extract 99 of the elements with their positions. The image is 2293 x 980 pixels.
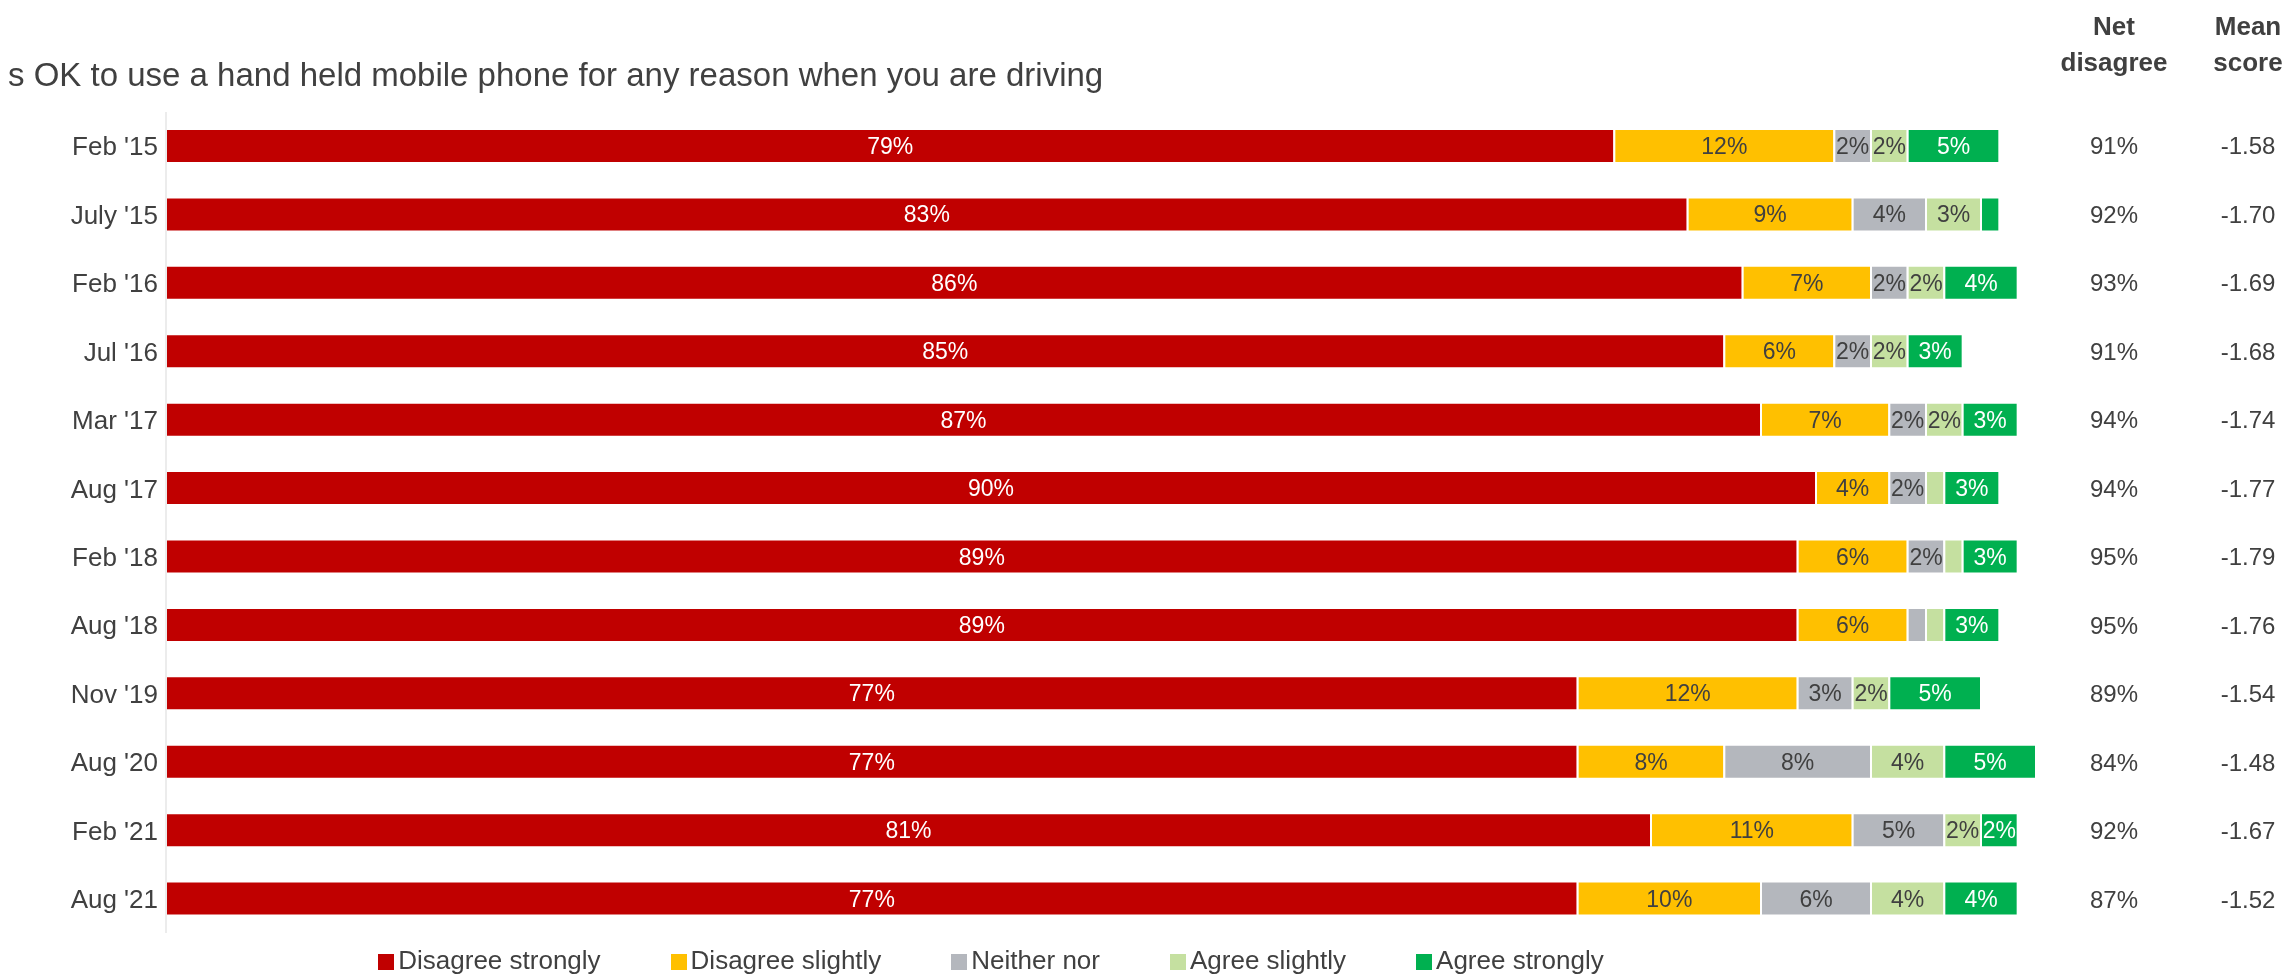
data-label: 12% xyxy=(1701,133,1748,159)
legend-label: Disagree slightly xyxy=(690,945,882,975)
data-label: 4% xyxy=(1836,475,1870,502)
text: -1.52 xyxy=(2219,884,2277,915)
data-label: 79% xyxy=(867,133,914,159)
text: 92% xyxy=(2088,199,2139,230)
text: 94% xyxy=(2088,473,2139,504)
data-label: 10% xyxy=(1646,885,1693,912)
data-label: 3% xyxy=(1973,406,2007,433)
y-tick-label: Feb '16 xyxy=(72,268,158,299)
text: 87% xyxy=(2088,884,2139,915)
data-label: 3% xyxy=(1918,338,1952,365)
data-label: 2% xyxy=(1909,269,1943,296)
data-label: 77% xyxy=(848,748,895,775)
data-label: 81% xyxy=(885,817,932,844)
data-label: 4% xyxy=(1891,885,1925,912)
text: -1.79 xyxy=(2219,542,2277,573)
data-label: 2% xyxy=(1927,406,1961,433)
text: Net disagree xyxy=(2059,10,2169,79)
data-label: 2% xyxy=(1891,475,1925,502)
data-label: 2% xyxy=(1836,338,1870,365)
data-label: 2% xyxy=(1982,817,2016,844)
data-label: 86% xyxy=(931,269,978,296)
data-label: 3% xyxy=(1973,543,2007,570)
data-label: 6% xyxy=(1762,338,1796,365)
data-label: 6% xyxy=(1836,611,1870,638)
text: -1.67 xyxy=(2219,816,2277,847)
data-label: 87% xyxy=(940,406,987,433)
data-label: 3% xyxy=(1808,680,1842,707)
data-label: 11% xyxy=(1729,817,1774,844)
data-label: 77% xyxy=(848,885,895,912)
data-label: 5% xyxy=(1936,133,1971,159)
text: 91% xyxy=(2088,336,2139,367)
data-label: 8% xyxy=(1634,748,1668,775)
text: -1.58 xyxy=(2219,131,2277,162)
data-label: 89% xyxy=(958,611,1005,638)
legend-label: Agree slightly xyxy=(1189,945,1347,975)
data-label: 77% xyxy=(848,680,895,707)
text: 92% xyxy=(2088,816,2139,847)
data-label: 4% xyxy=(1964,269,1998,296)
data-label: 2% xyxy=(1872,269,1906,296)
data-label: 7% xyxy=(1808,406,1842,433)
data-label: 4% xyxy=(1891,748,1925,775)
text: -1.48 xyxy=(2219,747,2277,778)
data-label: 85% xyxy=(922,338,969,365)
data-label: 6% xyxy=(1836,543,1870,570)
data-label: 3% xyxy=(1936,201,1971,228)
text: -1.76 xyxy=(2219,610,2277,641)
text: Mean score xyxy=(2212,10,2284,79)
data-label: 3% xyxy=(1955,611,1989,638)
data-label: 4% xyxy=(1872,201,1906,228)
data-label: 90% xyxy=(967,475,1015,502)
data-label: 9% xyxy=(1753,201,1787,228)
data-label: 6% xyxy=(1799,885,1833,912)
y-tick-label: Nov '19 xyxy=(70,678,158,709)
text: -1.54 xyxy=(2219,679,2277,710)
data-label: 8% xyxy=(1781,748,1815,775)
text: 94% xyxy=(2088,405,2139,436)
text: -1.70 xyxy=(2219,199,2277,230)
legend-label: Agree strongly xyxy=(1436,945,1604,975)
y-tick-label: Mar '17 xyxy=(72,405,158,436)
data-label: 83% xyxy=(903,201,950,228)
text: 84% xyxy=(2088,747,2139,778)
data-label: 2% xyxy=(1854,680,1888,707)
text: 91% xyxy=(2088,131,2139,162)
data-label: 2% xyxy=(1946,817,1980,844)
data-label: 12% xyxy=(1664,680,1711,707)
y-tick-label: Feb '21 xyxy=(72,815,158,846)
data-label: 2% xyxy=(1872,133,1906,159)
legend-label: Neither nor xyxy=(971,945,1100,975)
data-label: 5% xyxy=(1973,748,2007,775)
y-tick-label: Aug '20 xyxy=(70,747,158,778)
data-label: 3% xyxy=(1955,475,1989,502)
data-label: 2% xyxy=(1872,338,1906,365)
text: 89% xyxy=(2088,679,2139,710)
data-label: 2% xyxy=(1836,133,1870,159)
text: -1.68 xyxy=(2219,336,2277,367)
text: -1.74 xyxy=(2219,405,2277,436)
legend-label: Disagree strongly xyxy=(398,945,601,975)
chart-title: s OK to use a hand held mobile phone for any reason when you are driving xyxy=(8,56,1104,94)
data-label: 89% xyxy=(958,543,1005,570)
text: 93% xyxy=(2088,268,2139,299)
text: -1.69 xyxy=(2219,268,2277,299)
text: 95% xyxy=(2088,542,2139,573)
y-tick-label: Aug '17 xyxy=(70,473,158,504)
data-label: 2% xyxy=(1909,543,1943,570)
data-label: 5% xyxy=(1918,680,1952,707)
text: 95% xyxy=(2088,610,2139,641)
data-label: 4% xyxy=(1964,885,1998,912)
y-tick-label: Aug '18 xyxy=(70,610,158,641)
text: -1.77 xyxy=(2219,473,2277,504)
data-label: 7% xyxy=(1790,269,1824,296)
y-tick-label: Feb '15 xyxy=(72,131,158,162)
y-tick-label: July '15 xyxy=(70,199,158,230)
y-tick-label: Aug '21 xyxy=(70,884,158,915)
data-label: 2% xyxy=(1891,406,1925,433)
data-label: 5% xyxy=(1881,817,1916,844)
y-tick-label: Feb '18 xyxy=(72,541,158,572)
y-tick-label: Jul '16 xyxy=(83,336,158,367)
